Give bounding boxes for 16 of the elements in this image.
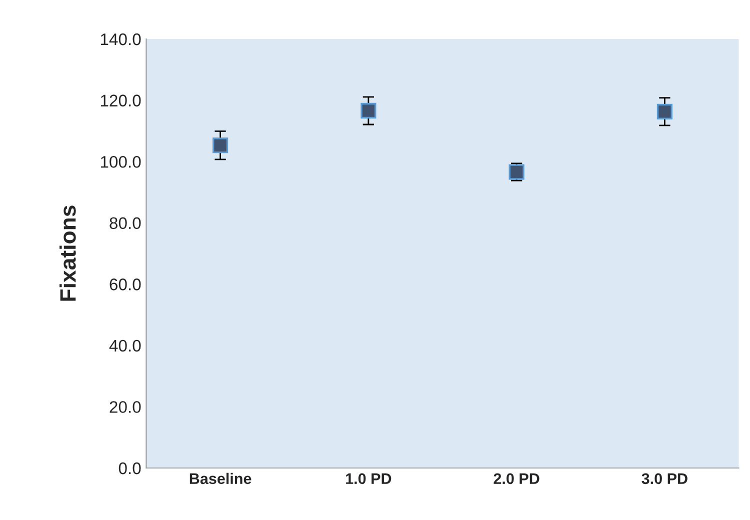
y-tick-label: 120.0 <box>100 94 141 106</box>
point <box>656 104 672 120</box>
x-tick-label: 1.0 PD <box>346 473 392 484</box>
y-tick-label: 40.0 <box>109 340 141 352</box>
point <box>360 102 376 118</box>
y-tick-label: 0.0 <box>118 462 141 474</box>
y-tick-label: 100.0 <box>100 156 141 168</box>
y-tick-label: 140.0 <box>100 33 141 46</box>
x-tick-label: Baseline <box>190 472 252 484</box>
x-tick-label: 2.0 PD <box>494 473 540 484</box>
y-tick-label: 60.0 <box>110 278 141 290</box>
x-tick-label: 3.0 PD <box>642 473 688 484</box>
point <box>212 138 228 154</box>
y-tick-label: 20.0 <box>110 401 141 413</box>
y-tick-label: 80.0 <box>110 217 141 230</box>
y-axis-title: Fixations <box>60 206 76 301</box>
